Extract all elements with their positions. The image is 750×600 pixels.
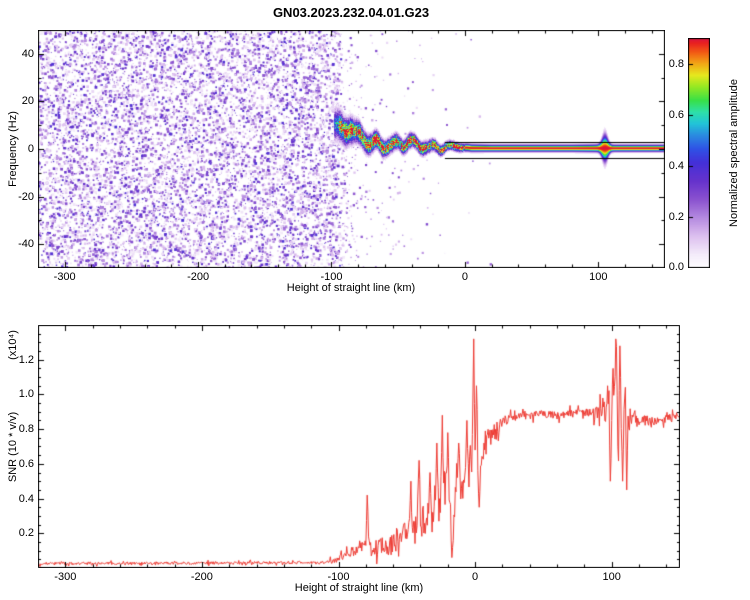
snr-x-tick-label: -200 xyxy=(190,571,213,583)
spectrogram-y-axis-label: Frequency (Hz) xyxy=(7,111,19,187)
spectrogram-canvas xyxy=(38,30,665,268)
snr-x-axis-label: Height of straight line (km) xyxy=(294,582,424,594)
spectrogram-x-tick-label: -200 xyxy=(187,271,210,283)
snr-y-axis-label: SNR (10 * v/v) xyxy=(7,411,19,483)
snr-y-tick-label: 0.4 xyxy=(18,492,34,505)
spectrogram-y-tick-label: 40 xyxy=(21,47,34,60)
snr-x-tick-label: 100 xyxy=(602,571,621,583)
snr-y-tick-label: 1.0 xyxy=(18,388,34,401)
spectrogram-y-tick-label: 20 xyxy=(21,95,34,108)
snr-scale-label: (x10⁴) xyxy=(7,330,19,360)
spectrogram-x-axis-label: Height of straight line (km) xyxy=(286,282,416,294)
snr-y-tick-label: 1.2 xyxy=(18,353,34,366)
snr-y-tick-label: 0.8 xyxy=(18,423,34,436)
spectrogram-x-tick-label: 100 xyxy=(589,271,608,283)
colorbar-canvas xyxy=(688,38,710,268)
spectrogram-x-tick-label: -300 xyxy=(53,271,76,283)
figure-title: GN03.2023.232.04.01.G23 xyxy=(272,5,430,20)
spectrogram-x-tick-label: 0 xyxy=(461,271,468,283)
snr-x-tick-label: -100 xyxy=(327,571,350,583)
snr-canvas xyxy=(38,325,680,568)
colorbar-tick-label: 0.0 xyxy=(668,261,684,273)
colorbar-label: Normalized spectral amplitude xyxy=(728,79,740,227)
snr-x-tick-label: 0 xyxy=(472,571,479,583)
spectrogram-y-tick-label: -40 xyxy=(18,238,34,251)
snr-y-tick-label: 0.6 xyxy=(18,457,34,470)
spectrogram-x-tick-label: -100 xyxy=(320,271,343,283)
spectrogram-y-tick-label: 0 xyxy=(27,143,34,155)
colorbar-tick-label: 0.6 xyxy=(668,108,684,121)
colorbar-tick-label: 0.8 xyxy=(668,57,684,70)
snr-y-tick-label: 0.2 xyxy=(18,527,34,540)
colorbar-tick-label: 0.4 xyxy=(668,159,684,172)
colorbar-tick-label: 0.2 xyxy=(668,210,684,223)
snr-x-tick-label: -300 xyxy=(54,571,77,583)
spectrogram-y-tick-label: -20 xyxy=(18,190,34,203)
